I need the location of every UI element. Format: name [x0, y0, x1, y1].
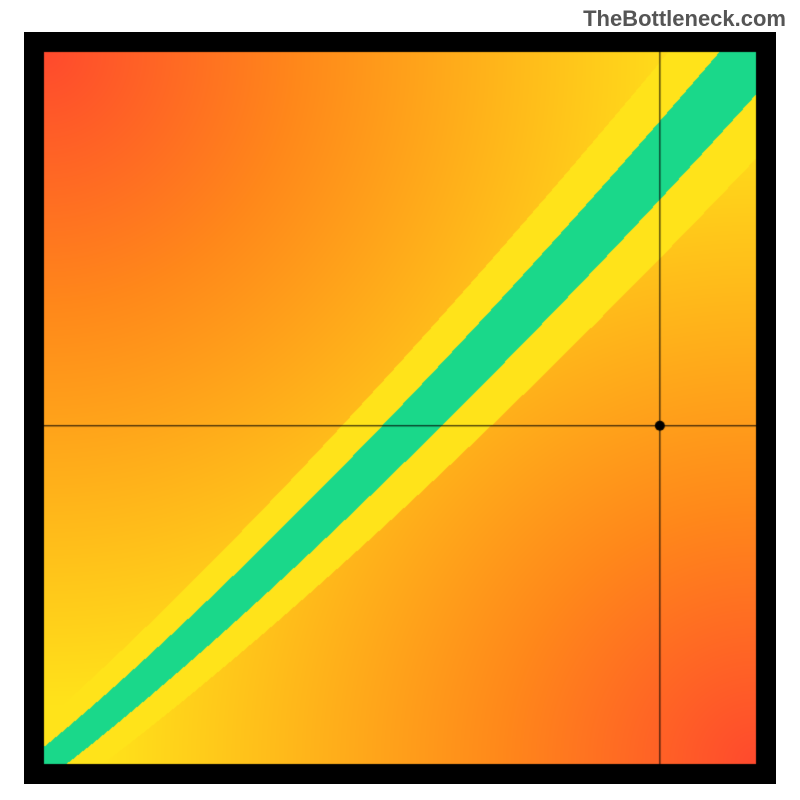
- chart-frame: [24, 32, 776, 784]
- watermark-text: TheBottleneck.com: [583, 6, 786, 32]
- root: TheBottleneck.com: [0, 0, 800, 800]
- bottleneck-heatmap: [24, 32, 776, 784]
